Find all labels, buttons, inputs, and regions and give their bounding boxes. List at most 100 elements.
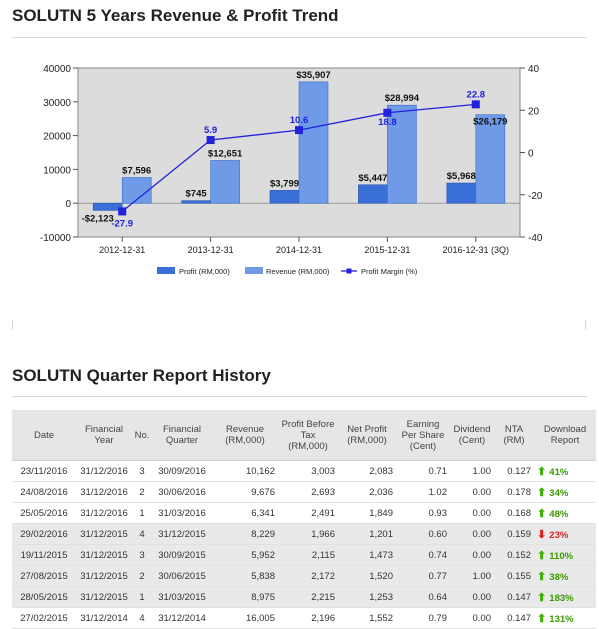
cell-report-date: 24/08/2016 xyxy=(12,481,76,503)
panel-border-right xyxy=(585,320,586,330)
change-percent: 38% xyxy=(549,571,569,583)
download-report-link[interactable]: ⬆ 183% xyxy=(534,586,596,608)
cell-dividend: 0.00 xyxy=(450,607,494,629)
table-header-row: Date Financial Year No. Financial Quarte… xyxy=(12,410,596,461)
cell-financial-quarter: 31/12/2015 xyxy=(152,523,212,545)
cell-profit-before-tax: 1,966 xyxy=(278,523,338,545)
margin-data-label: 18.8 xyxy=(378,117,397,128)
cell-report-date: 19/11/2015 xyxy=(12,544,76,566)
table-row: 25/05/2016 31/12/2016 1 31/03/2016 6,341 2,49… xyxy=(12,502,596,524)
legend-profit-swatch xyxy=(157,267,175,274)
cell-net-profit: 2,083 xyxy=(338,460,396,482)
download-report-link[interactable]: ⬆ 41% xyxy=(534,460,596,482)
cell-dividend: 0.00 xyxy=(450,481,494,503)
cell-nta: 0.147 xyxy=(494,586,534,608)
arrow-up-icon: ⬆ xyxy=(537,486,550,499)
cell-quarter-no: 1 xyxy=(132,502,152,524)
profit-margin-point xyxy=(206,136,215,145)
col-header-no[interactable]: No. xyxy=(132,410,152,461)
profit-bar xyxy=(269,190,300,204)
download-report-link[interactable]: ⬆ 48% xyxy=(534,502,596,524)
revenue-data-label: $35,907 xyxy=(296,70,330,81)
y-tick-label: 40000 xyxy=(43,64,71,75)
cell-financial-quarter: 30/06/2016 xyxy=(152,481,212,503)
y2-tick-label: -40 xyxy=(528,233,543,244)
cell-quarter-no: 4 xyxy=(132,523,152,545)
download-report-link[interactable]: ⬆ 38% xyxy=(534,565,596,587)
cell-report-date: 27/02/2015 xyxy=(12,607,76,629)
cell-profit-before-tax: 3,003 xyxy=(278,460,338,482)
cell-financial-quarter: 30/09/2016 xyxy=(152,460,212,482)
cell-eps: 0.93 xyxy=(396,502,450,524)
change-percent: 110% xyxy=(549,550,574,562)
download-report-link[interactable]: ⬆ 34% xyxy=(534,481,596,503)
y2-tick-label: 40 xyxy=(528,64,540,75)
table-row: 24/08/2016 31/12/2016 2 30/06/2016 9,676 2,69… xyxy=(12,481,596,503)
cell-eps: 0.64 xyxy=(396,586,450,608)
col-header-eps[interactable]: Earning Per Share (Cent) xyxy=(396,410,450,461)
cell-net-profit: 1,520 xyxy=(338,565,396,587)
cell-nta: 0.159 xyxy=(494,523,534,545)
revenue-profit-chart: 40000 30000 20000 10000 0 -10000 40 20 0 -20 -40 20… xyxy=(40,64,543,276)
arrow-up-icon: ⬆ xyxy=(537,549,550,562)
col-header-dividend[interactable]: Dividend (Cent) xyxy=(450,410,494,461)
col-header-revenue[interactable]: Revenue (RM,000) xyxy=(212,410,278,461)
legend-margin-label: Profit Margin (%) xyxy=(361,267,418,276)
y2-tick-label: 20 xyxy=(528,106,540,117)
revenue-bar xyxy=(475,114,506,204)
cell-dividend: 1.00 xyxy=(450,565,494,587)
cell-financial-quarter: 30/09/2015 xyxy=(152,544,212,566)
cell-revenue: 8,229 xyxy=(212,523,278,545)
legend-revenue-label: Revenue (RM,000) xyxy=(266,267,330,276)
table-row: 23/11/2016 31/12/2016 3 30/09/2016 10,162 3,0… xyxy=(12,460,596,482)
download-report-link[interactable]: ⬆ 131% xyxy=(534,607,596,629)
margin-data-label: 22.8 xyxy=(467,89,486,100)
cell-eps: 0.77 xyxy=(396,565,450,587)
cell-revenue: 6,341 xyxy=(212,502,278,524)
cell-report-date: 28/05/2015 xyxy=(12,586,76,608)
profit-data-label: $3,799 xyxy=(270,178,299,189)
cell-financial-year: 31/12/2016 xyxy=(76,460,132,482)
col-header-profit-before-tax[interactable]: Profit Before Tax (RM,000) xyxy=(278,410,338,461)
cell-report-date: 27/08/2015 xyxy=(12,565,76,587)
col-header-net-profit[interactable]: Net Profit (RM,000) xyxy=(338,410,396,461)
cell-quarter-no: 3 xyxy=(132,544,152,566)
col-header-financial-quarter[interactable]: Financial Quarter xyxy=(152,410,212,461)
cell-report-date: 25/05/2016 xyxy=(12,502,76,524)
cell-net-profit: 1,552 xyxy=(338,607,396,629)
panel-border-left xyxy=(12,320,13,330)
cell-quarter-no: 2 xyxy=(132,481,152,503)
table-row: 27/08/2015 31/12/2015 2 30/06/2015 5,838 2,17… xyxy=(12,565,596,587)
col-header-nta[interactable]: NTA (RM) xyxy=(494,410,534,461)
revenue-data-label: $26,179 xyxy=(473,117,507,128)
download-report-link[interactable]: ⬇ 23% xyxy=(534,523,596,545)
cell-revenue: 5,952 xyxy=(212,544,278,566)
margin-data-label: 5.9 xyxy=(204,125,217,136)
revenue-bar xyxy=(387,104,417,204)
profit-margin-point xyxy=(471,100,480,109)
cell-net-profit: 1,201 xyxy=(338,523,396,545)
cell-dividend: 0.00 xyxy=(450,502,494,524)
cell-net-profit: 1,849 xyxy=(338,502,396,524)
cell-eps: 0.71 xyxy=(396,460,450,482)
profit-bar xyxy=(181,200,211,204)
arrow-up-icon: ⬆ xyxy=(537,570,550,583)
table-row: 28/05/2015 31/12/2015 1 31/03/2015 8,975 2,21… xyxy=(12,586,596,608)
col-header-date[interactable]: Date xyxy=(12,410,76,461)
col-header-download-report[interactable]: Download Report xyxy=(534,410,596,461)
cell-nta: 0.168 xyxy=(494,502,534,524)
profit-bar xyxy=(446,182,477,204)
arrow-up-icon: ⬆ xyxy=(537,612,550,625)
y-tick-label: 30000 xyxy=(43,98,71,109)
change-percent: 48% xyxy=(549,508,569,520)
chart-title: SOLUTN 5 Years Revenue & Profit Trend xyxy=(12,6,339,25)
profit-bar xyxy=(92,202,123,211)
col-header-financial-year[interactable]: Financial Year xyxy=(76,410,132,461)
table-row: 29/02/2016 31/12/2015 4 31/12/2015 8,229 1,96… xyxy=(12,523,596,545)
x-tick-label: 2015-12-31 xyxy=(364,245,410,255)
profit-margin-point xyxy=(295,126,303,135)
profit-data-label: $745 xyxy=(186,189,208,200)
y-tick-label: -10000 xyxy=(40,233,72,244)
profit-bar xyxy=(358,184,388,204)
download-report-link[interactable]: ⬆ 110% xyxy=(534,544,596,566)
